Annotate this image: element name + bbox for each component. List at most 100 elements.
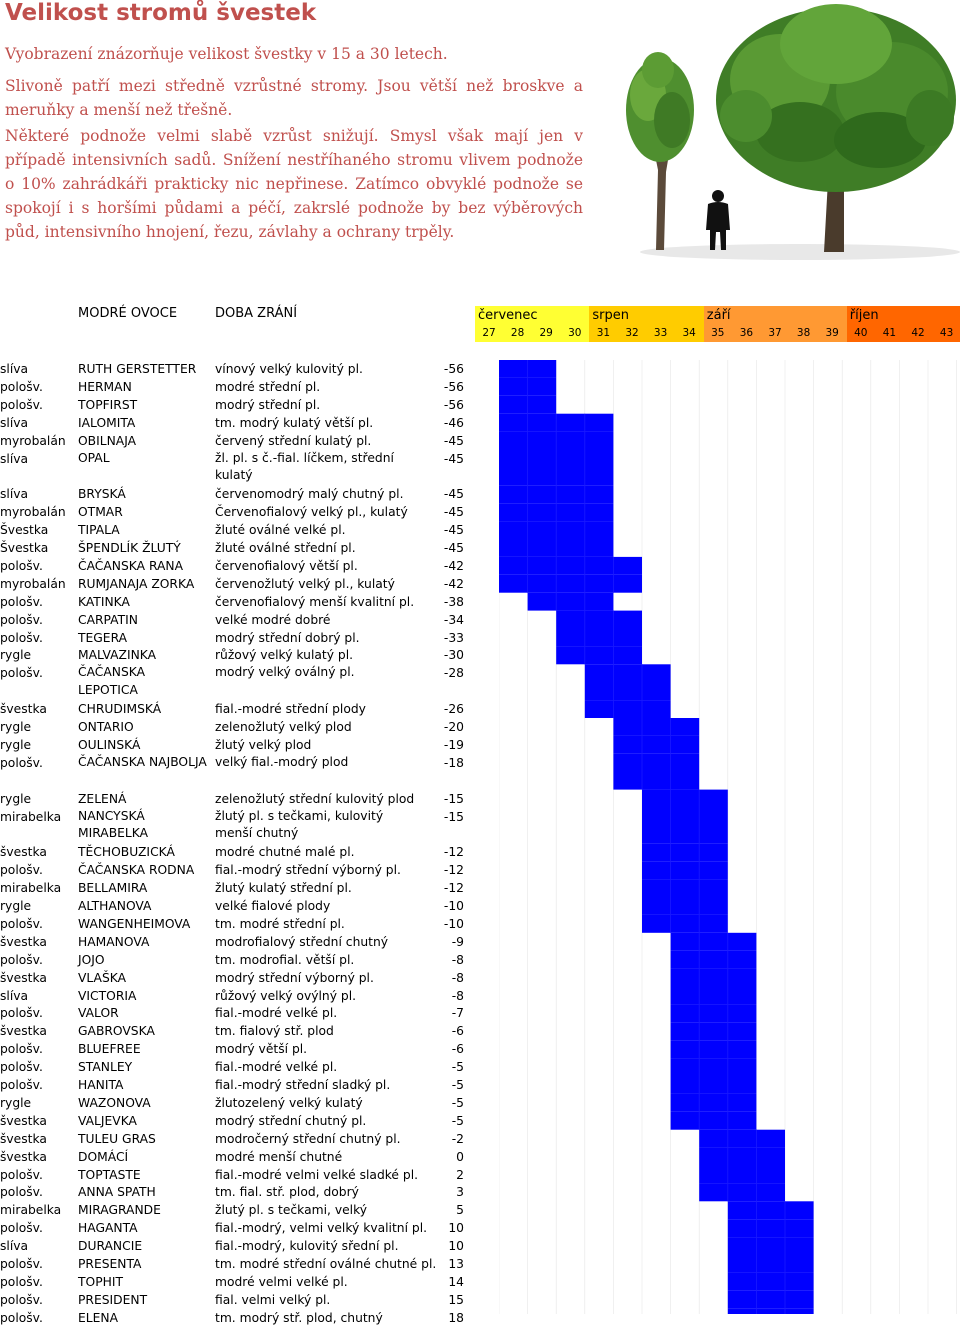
ripening-offset-cell: -42 xyxy=(443,576,464,591)
rootstock-cell: Švestka xyxy=(0,523,49,538)
variety-name-cell: ČAČANSKA LEPOTICA xyxy=(78,665,146,698)
ripening-offset-cell: -8 xyxy=(451,952,464,967)
rootstock-cell: rygle xyxy=(0,737,32,752)
variety-name-cell: TOPTASTE xyxy=(78,1167,141,1182)
rootstock-cell: mirabelka xyxy=(0,1203,62,1218)
variety-row: pološv. TOPFIRST modrý střední pl. -56 xyxy=(0,396,475,414)
ripening-bar xyxy=(613,718,700,736)
week-number: 38 xyxy=(796,327,811,339)
variety-name-cell: NANCYSKÁ MIRABELKA xyxy=(78,808,149,841)
page-title: Velikost stromů švestek xyxy=(5,0,317,26)
ripening-column-header: DOBA ZRÁNÍ xyxy=(215,306,298,321)
rootstock-cell: pološv. xyxy=(0,397,43,412)
rootstock-cell: slíva xyxy=(0,988,29,1003)
variety-row: rygle ALTHANOVA velké fialové plody -10 xyxy=(0,897,475,915)
variety-row: slíva OPAL žl. pl. s č.-fial. líčkem, stře… xyxy=(0,450,475,486)
ripening-offset-cell: 3 xyxy=(456,1185,464,1200)
fruit-description-cell: červený střední kulatý pl. xyxy=(215,433,372,448)
rootstock-cell: myrobalán xyxy=(0,505,66,520)
tree-size-illustration xyxy=(626,4,960,260)
week-number: 29 xyxy=(539,327,553,339)
variety-name-cell: CARPATIN xyxy=(78,612,138,627)
rootstock-cell: pološv. xyxy=(0,1060,43,1075)
rootstock-cell: pološv. xyxy=(0,755,43,770)
variety-name-cell: HAGANTA xyxy=(78,1221,138,1236)
fruit-description-cell: fial.-modrý, kulovitý sřední pl. xyxy=(215,1239,399,1254)
ripening-offset-cell: -18 xyxy=(443,755,464,770)
month-band xyxy=(589,306,704,342)
fruit-description-cell: fial.-modré velké pl. xyxy=(215,1060,338,1075)
fruit-description-cell: modrý střední pl. xyxy=(215,397,321,412)
variety-name-cell: TOPHIT xyxy=(78,1274,123,1289)
variety-row: pološv. ELENA tm. modrý stř. plod, chutný 1… xyxy=(0,1309,475,1327)
variety-row: slíva BRYSKÁ červenomodrý malý chutný pl. -… xyxy=(0,485,475,503)
ripening-bar xyxy=(642,807,728,844)
variety-name-cell: TEGERA xyxy=(78,630,128,645)
fruit-description-cell: fial.-modré velmi velké sladké pl. xyxy=(215,1167,419,1182)
fruit-description-cell: žlutý kulatý střední pl. xyxy=(215,881,352,896)
rootstock-cell: pološv. xyxy=(0,379,43,394)
ripening-offset-cell: -10 xyxy=(443,916,464,931)
ripening-offset-cell: 15 xyxy=(448,1292,464,1307)
ripening-bar xyxy=(670,932,757,951)
variety-row: švestka VLAŠKA modrý střední výborný pl. -8 xyxy=(0,969,475,987)
rootstock-cell: pološv. xyxy=(0,916,43,931)
fruit-description-cell: modrý větší pl. xyxy=(215,1042,308,1057)
variety-row: švestka DOMÁCÍ modré menší chutné 0 xyxy=(0,1148,475,1166)
ripening-bar xyxy=(670,1093,757,1112)
variety-row: pološv. PRESIDENT fial. velmi velký pl. 15 xyxy=(0,1291,475,1309)
variety-row: pološv. HANITA fial.-modrý střední sladký … xyxy=(0,1076,475,1094)
ripening-offset-cell: -6 xyxy=(451,1042,464,1057)
week-number: 33 xyxy=(653,327,668,339)
variety-name-cell: VICTORIA xyxy=(78,988,137,1003)
variety-name-cell: PRESENTA xyxy=(78,1257,142,1271)
ripening-bar xyxy=(642,914,728,933)
variety-row: pološv. ČAČANSKA LEPOTICA modrý velký ovál… xyxy=(0,664,475,700)
variety-row: mirabelka MIRAGRANDE žlutý pl. s tečkami, … xyxy=(0,1201,475,1219)
variety-row: pološv. TOPHIT modré velmi velké pl. 14 xyxy=(0,1273,475,1291)
rootstock-cell: rygle xyxy=(0,899,32,913)
week-number: 40 xyxy=(854,327,868,339)
small-tree-icon xyxy=(626,52,694,250)
variety-row: slíva IALOMITA tm. modrý kulatý větší pl. -… xyxy=(0,414,475,432)
variety-name-cell: TĚCHOBUZICKÁ xyxy=(78,845,175,860)
rootstock-cell: rygle xyxy=(0,648,32,663)
variety-row: švestka GABROVSKA tm. fialový stř. plod -6 xyxy=(0,1022,475,1040)
fruit-description-cell: žlutý pl. s tečkami, velký xyxy=(215,1203,368,1218)
month-name: září xyxy=(706,308,731,323)
variety-name-cell: MALVAZINKA xyxy=(78,648,157,663)
variety-row: švestka TĚCHOBUZICKÁ modré chutné malé pl.… xyxy=(0,843,475,861)
variety-name-cell: CHRUDIMSKÁ xyxy=(78,702,162,717)
ripening-bar xyxy=(499,556,642,575)
fruit-description-cell: tm. modré střední oválné chutné pl. xyxy=(215,1257,437,1271)
ripening-bar xyxy=(613,753,700,790)
ripening-offset-cell: -45 xyxy=(443,505,464,520)
ripening-offset-cell: -5 xyxy=(451,1060,464,1075)
ripening-offset-cell: -2 xyxy=(451,1131,464,1146)
variety-name-cell: HERMAN xyxy=(78,379,132,394)
variety-name-cell: WANGENHEIMOVA xyxy=(78,916,191,931)
variety-name-cell: ČAČANSKA RODNA xyxy=(78,863,195,878)
variety-row: švestka VALJEVKA modrý střední chutný pl. -… xyxy=(0,1112,475,1130)
rootstock-cell: myrobalán xyxy=(0,576,66,591)
ripening-bar xyxy=(527,592,614,611)
variety-row: rygle ONTARIO zelenožlutý velký plod -20 xyxy=(0,718,475,736)
rootstock-cell: rygle xyxy=(0,720,32,734)
rootstock-cell: švestka xyxy=(0,1149,47,1164)
variety-row: mirabelka BELLAMIRA žlutý kulatý střední p… xyxy=(0,879,475,897)
variety-name-cell: OTMAR xyxy=(78,505,123,520)
fruit-column-header: MODRÉ OVOCE xyxy=(78,306,178,321)
fruit-description-cell: červenofialový menší kvalitní pl. xyxy=(215,594,415,609)
fruit-description-cell: růžový velký kulatý pl. xyxy=(215,648,354,663)
fruit-description-cell: modrofialový střední chutný xyxy=(215,934,389,949)
month-name: srpen xyxy=(592,308,629,323)
ripening-offset-cell: 14 xyxy=(448,1274,464,1289)
fruit-description-cell: žluté oválné velké pl. xyxy=(215,523,346,538)
fruit-description-cell: modrý střední výborný pl. xyxy=(215,970,374,985)
ripening-bar xyxy=(670,1058,757,1076)
week-number: 37 xyxy=(768,327,782,339)
week-number: 32 xyxy=(625,327,639,339)
ripening-bar xyxy=(642,897,728,915)
ripening-offset-cell: -5 xyxy=(451,1113,464,1128)
fruit-description-cell: modré střední pl. xyxy=(215,379,321,394)
